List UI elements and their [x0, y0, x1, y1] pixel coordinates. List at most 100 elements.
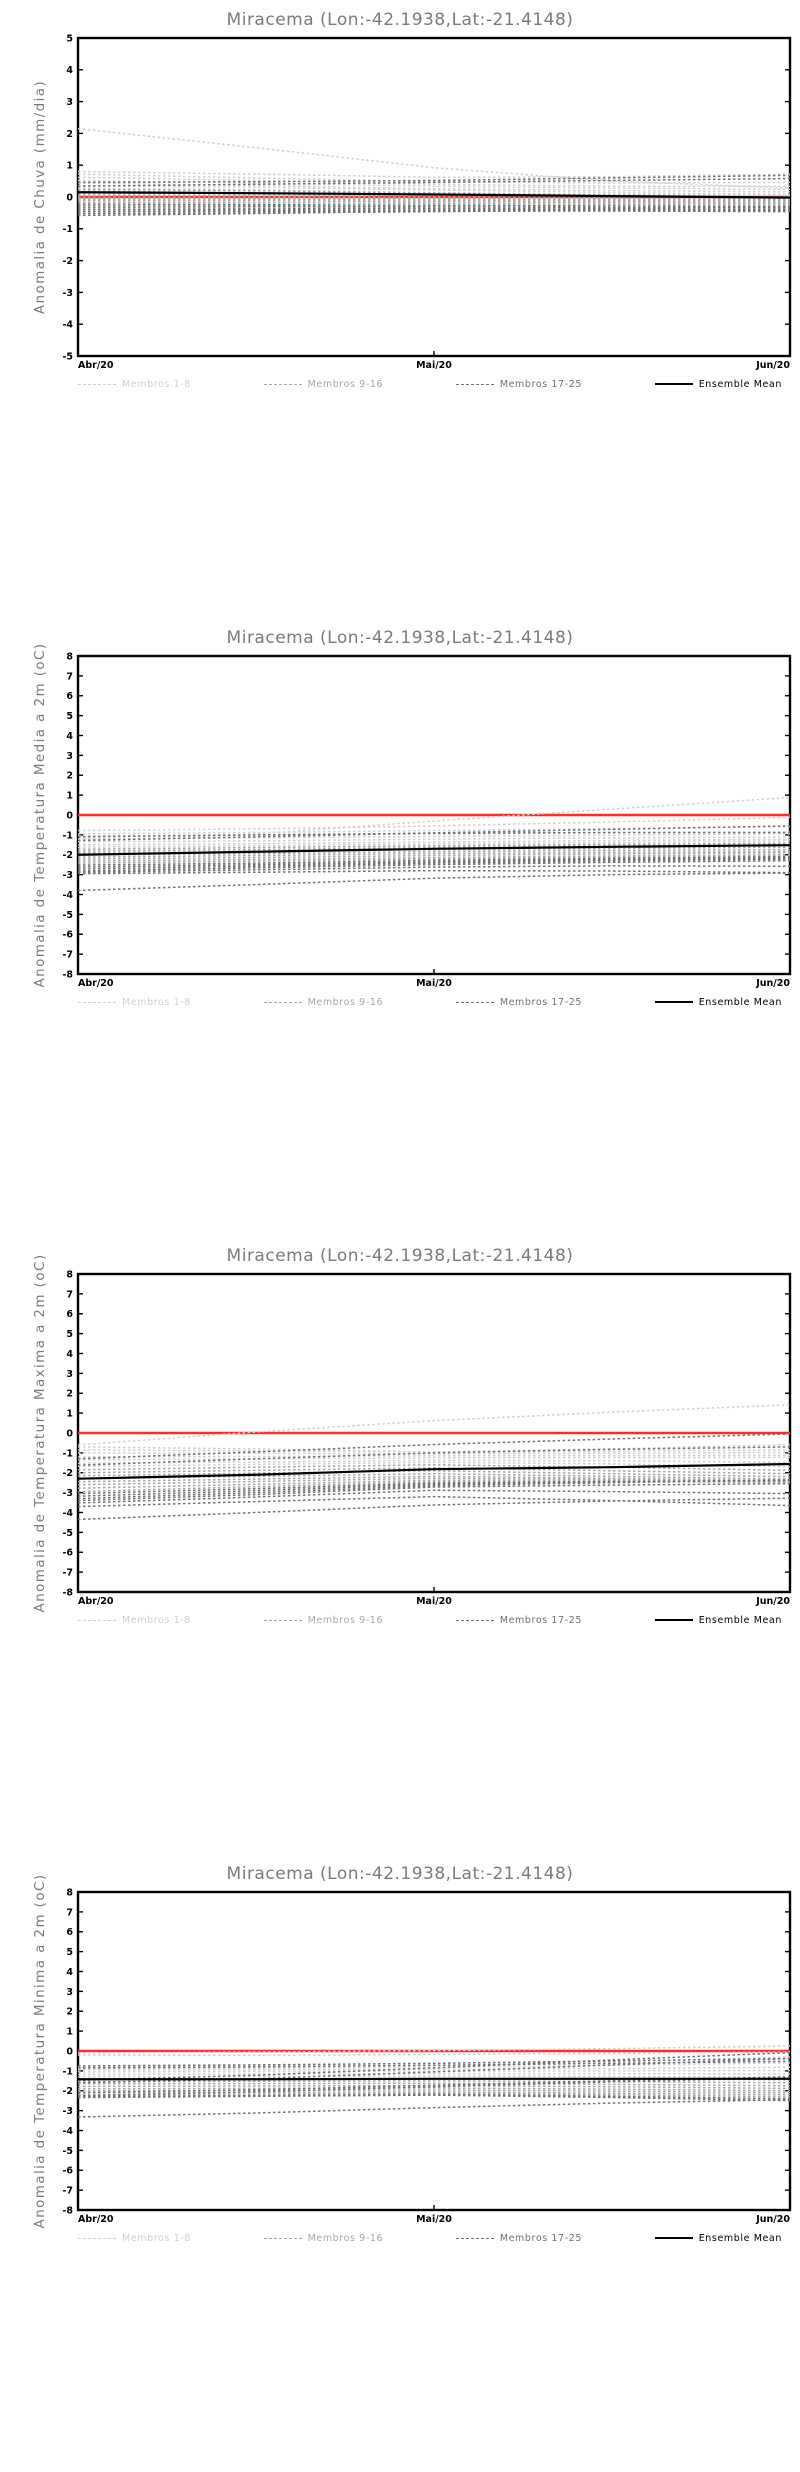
legend-item-label: Membros 17-25: [499, 996, 583, 1008]
member-series-line: [78, 192, 790, 201]
x-axis-tick-label: Jun/20: [755, 978, 790, 989]
x-axis-tick-label: Jun/20: [755, 360, 790, 371]
y-axis-tick-label: 7: [66, 1289, 73, 1300]
y-axis-tick-label: 2: [66, 1389, 73, 1400]
y-axis-tick-label: -1: [62, 1448, 73, 1459]
legend-item-label: Membros 9-16: [307, 2232, 384, 2244]
series-layer: [78, 796, 790, 892]
member-series-line: [78, 1497, 790, 1521]
y-axis-tick-label: -2: [62, 256, 73, 267]
legend-swatch-icon: [654, 1001, 693, 1003]
member-series-line: [78, 838, 790, 846]
legend-item[interactable]: Membros 9-16: [263, 2232, 384, 2244]
legend-item-label: Membros 9-16: [307, 378, 384, 390]
legend-item[interactable]: Membros 1-8: [78, 379, 191, 390]
y-axis-label: Anomalia de Temperatura Media a 2m (oC): [32, 642, 48, 988]
legend-item[interactable]: Membros 9-16: [263, 997, 384, 1008]
legend-item[interactable]: Membros 1-8: [78, 2233, 191, 2244]
legend-item[interactable]: Membros 9-16: [263, 378, 384, 390]
plot-area-precipitation: -5 -4 -3 -2 -1 0 1 2 3 4 5 Abr/20 Mai/20 Jun/20 Anomal…: [0, 0, 800, 618]
legend-item[interactable]: Ensemble Mean: [654, 997, 782, 1008]
legend-item[interactable]: Membros 17-25: [455, 2233, 582, 2244]
member-series-line: [78, 2075, 790, 2078]
member-series-line: [78, 857, 790, 868]
member-series-line: [78, 205, 790, 217]
member-series-line: [78, 188, 790, 198]
member-series-line: [78, 2093, 790, 2100]
member-series-line: [78, 1467, 790, 1475]
legend-item[interactable]: Membros 17-25: [455, 996, 583, 1008]
member-series-line: [78, 854, 790, 864]
x-axis-tick-label: Mai/20: [416, 2214, 452, 2225]
member-series-line: [78, 842, 790, 850]
member-series-line: [78, 2094, 790, 2102]
member-series-line: [78, 2077, 790, 2097]
member-series-line: [78, 1472, 790, 1480]
page-title: Miracema (Lon:-42.1938,Lat:-21.4148): [226, 1246, 574, 1266]
chart-panel-temp-maxima: Miracema (Lon:-42.1938,Lat:-21.4148) -8 -…: [0, 1236, 800, 1854]
y-axis-tick-label: 8: [66, 1269, 73, 1280]
y-axis-tick-label: 3: [66, 1369, 73, 1380]
member-series-line: [78, 796, 790, 843]
legend-item[interactable]: Ensemble Mean: [654, 379, 782, 390]
y-axis-tick-label: -6: [62, 2166, 73, 2177]
member-series-line: [78, 858, 790, 870]
legend-swatch-icon: [263, 2237, 302, 2239]
y-axis-tick-label: 6: [66, 1927, 73, 1938]
member-series-line: [78, 1446, 790, 1466]
member-series-line: [78, 1495, 790, 1508]
member-series-line: [78, 1479, 790, 1500]
legend-item[interactable]: Membros 17-25: [455, 1614, 583, 1626]
legend-item[interactable]: Ensemble Mean: [654, 1615, 782, 1626]
legend-item[interactable]: Ensemble Mean: [654, 2232, 782, 2244]
member-series-line: [78, 1456, 790, 1461]
member-series-line: [78, 872, 790, 892]
y-axis-tick-label: 8: [66, 651, 73, 662]
series-layer: [78, 1404, 790, 1521]
y-axis-tick-label: -5: [62, 1528, 73, 1539]
member-series-line: [78, 854, 790, 862]
member-series-line: [78, 201, 790, 207]
legend-swatch-icon: [455, 2237, 494, 2239]
chart-panel-precipitation: Miracema (Lon:-42.1938,Lat:-21.4148) -5 -…: [0, 0, 800, 618]
member-series-line: [78, 869, 790, 875]
member-series-line: [78, 174, 790, 184]
x-axis-tick-label: Abr/20: [78, 978, 114, 989]
y-axis-tick-label: -4: [62, 2126, 73, 2137]
legend-item-label: Membros 1-8: [122, 378, 191, 390]
y-axis-tick-label: 8: [66, 1887, 73, 1898]
member-series-line: [78, 1451, 790, 1455]
legend-item[interactable]: Membros 17-25: [455, 379, 582, 390]
legend-item[interactable]: Membros 9-16: [263, 1615, 384, 1626]
member-series-line: [78, 1477, 790, 1486]
member-series-line: [78, 208, 790, 212]
member-series-line: [78, 816, 790, 832]
member-series-line: [78, 844, 790, 852]
legend-item[interactable]: Membros 1-8: [78, 997, 191, 1008]
x-axis-tick-label: Abr/20: [78, 2214, 114, 2225]
member-series-line: [78, 833, 790, 840]
member-series-line: [78, 2072, 790, 2076]
y-axis-tick-label: 4: [66, 731, 73, 742]
y-axis-tick-label: -4: [62, 320, 73, 331]
y-axis-tick-label: -3: [62, 2106, 73, 2117]
member-series-line: [78, 196, 790, 203]
page-title: Miracema (Lon:-42.1938,Lat:-21.4148): [226, 10, 574, 30]
member-series-line: [78, 1475, 790, 1483]
legend-item-label: Ensemble Mean: [698, 2232, 782, 2244]
chart-legend: Membros 1-8 Membros 9-16 Membros 17-25 Ense…: [78, 2230, 790, 2246]
y-axis-tick-label: 0: [66, 810, 73, 821]
member-series-line: [78, 1482, 790, 1502]
x-axis-tick-label: Mai/20: [416, 360, 452, 371]
x-axis-tick-label: Abr/20: [78, 1596, 114, 1607]
legend-swatch-icon: [78, 383, 116, 385]
y-axis-tick-label: -7: [62, 950, 73, 961]
page-title: Miracema (Lon:-42.1938,Lat:-21.4148): [226, 1864, 574, 1884]
y-axis-tick-label: -5: [62, 2146, 73, 2157]
y-axis-tick-label: -5: [62, 351, 73, 362]
legend-swatch-icon: [263, 383, 302, 385]
x-axis-tick-label: Mai/20: [416, 1596, 452, 1607]
member-series-line: [78, 176, 790, 187]
legend-item-label: Membros 17-25: [499, 1614, 583, 1626]
legend-item[interactable]: Membros 1-8: [78, 1615, 191, 1626]
